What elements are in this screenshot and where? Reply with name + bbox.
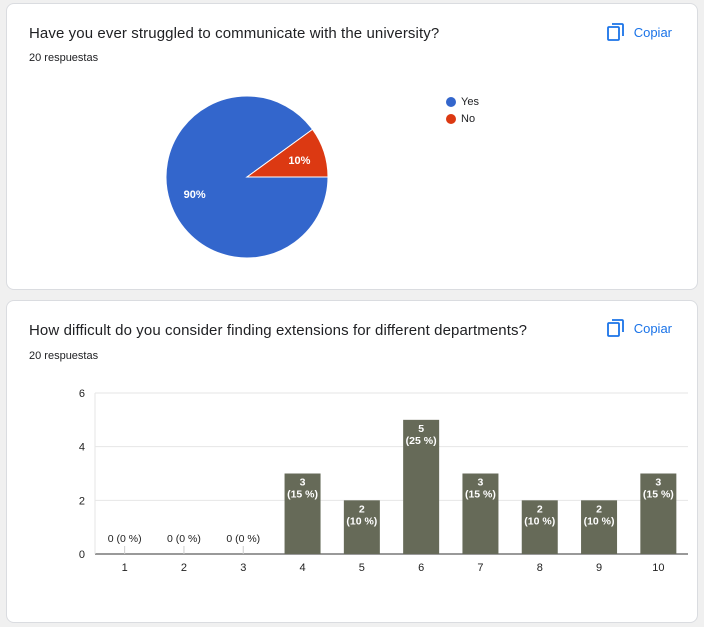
pie-slice-label: 10% — [288, 155, 310, 167]
bar-data-label: 0 (0 %) — [226, 533, 260, 545]
bar-data-label: 2 — [359, 503, 365, 515]
legend-label: Yes — [461, 96, 479, 108]
question-card-2: How difficult do you consider finding ex… — [6, 300, 698, 623]
copy-button[interactable]: Copiar — [606, 22, 672, 42]
bar-data-label: (15 %) — [643, 489, 674, 501]
legend-item-no: No — [446, 113, 475, 125]
copy-label: Copiar — [633, 24, 672, 40]
x-tick-label: 3 — [240, 562, 246, 574]
question-title: How difficult do you consider finding ex… — [29, 322, 528, 339]
x-tick-label: 6 — [418, 562, 424, 574]
bar-data-label: 0 (0 %) — [167, 533, 201, 545]
bar-data-label: (15 %) — [465, 489, 496, 501]
copy-icon — [606, 319, 624, 337]
y-tick-label: 2 — [79, 495, 85, 507]
x-tick-label: 2 — [181, 562, 187, 574]
bar — [403, 419, 440, 554]
question-card-1: Have you ever struggled to communicate w… — [6, 3, 698, 290]
bar — [284, 473, 321, 554]
x-tick-label: 4 — [299, 562, 305, 574]
legend-swatch — [446, 114, 456, 124]
bar-data-label: 0 (0 %) — [108, 533, 142, 545]
x-tick-label: 8 — [537, 562, 543, 574]
bar-data-label: 3 — [478, 477, 484, 489]
bar — [640, 473, 677, 554]
bar-data-label: 5 — [418, 423, 424, 435]
copy-label: Copiar — [633, 320, 672, 336]
response-count: 20 respuestas — [29, 52, 99, 64]
bar-data-label: 2 — [596, 503, 602, 515]
pie-slice-label: 90% — [184, 189, 206, 201]
x-tick-label: 5 — [359, 562, 365, 574]
legend-swatch — [446, 97, 456, 107]
copy-button[interactable]: Copiar — [606, 318, 672, 338]
bar — [521, 500, 558, 554]
x-tick-label: 7 — [477, 562, 483, 574]
bar — [343, 500, 380, 554]
legend-label: No — [461, 113, 476, 125]
pie-slice-no — [245, 128, 329, 178]
bar — [581, 500, 618, 554]
bar-data-label: (25 %) — [406, 435, 437, 447]
bar — [462, 473, 499, 554]
y-tick-label: 0 — [79, 549, 85, 561]
pie-chart: 90% 10% — [165, 95, 329, 259]
bar-data-label: 2 — [537, 503, 543, 515]
response-count: 20 respuestas — [29, 350, 99, 362]
question-title: Have you ever struggled to communicate w… — [29, 25, 440, 42]
bar-data-label: (10 %) — [584, 515, 615, 527]
bar-data-label: (15 %) — [287, 489, 318, 501]
bar-data-label: (10 %) — [346, 515, 377, 527]
bar-data-label: 3 — [655, 477, 661, 489]
bar-data-label: (10 %) — [524, 515, 555, 527]
x-tick-label: 9 — [596, 562, 602, 574]
y-tick-label: 6 — [79, 388, 85, 400]
x-tick-label: 10 — [652, 562, 664, 574]
copy-icon — [606, 23, 624, 41]
bar-data-label: 3 — [300, 477, 306, 489]
y-tick-label: 4 — [79, 442, 85, 454]
x-tick-label: 1 — [122, 562, 128, 574]
legend-item-yes: Yes — [446, 96, 479, 108]
